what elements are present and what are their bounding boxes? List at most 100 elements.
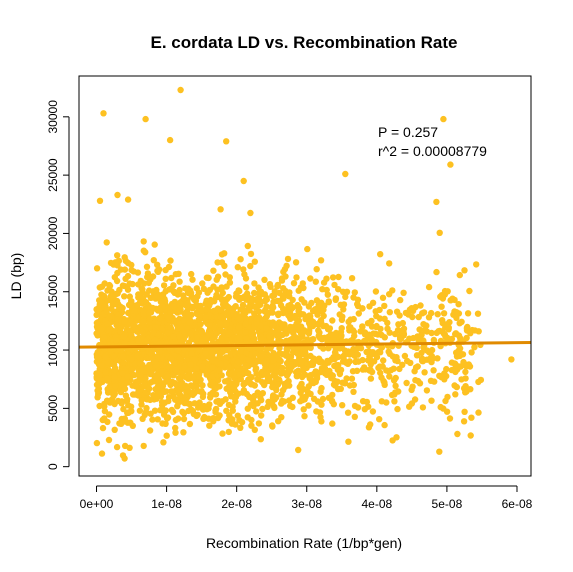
data-point — [452, 391, 459, 398]
data-point — [320, 306, 327, 314]
data-point — [147, 350, 155, 358]
data-point — [299, 373, 306, 381]
data-point — [324, 357, 331, 365]
data-point — [187, 361, 194, 368]
data-point — [139, 366, 146, 374]
data-point — [121, 340, 128, 347]
data-point — [322, 322, 330, 330]
data-point — [351, 289, 358, 296]
data-point — [200, 285, 208, 292]
data-point — [418, 349, 425, 357]
data-point — [324, 291, 331, 298]
data-point — [301, 413, 308, 420]
data-point — [146, 309, 153, 316]
data-point — [146, 385, 153, 392]
data-point — [143, 263, 151, 270]
data-point — [167, 355, 175, 362]
data-point — [217, 313, 225, 321]
data-point — [218, 285, 225, 292]
data-point — [206, 322, 213, 329]
data-point — [217, 360, 224, 367]
data-point — [225, 303, 232, 311]
data-point — [154, 390, 161, 397]
data-point — [203, 274, 211, 281]
data-point — [199, 280, 206, 287]
data-point — [428, 329, 435, 337]
data-point — [103, 397, 111, 404]
data-point — [411, 396, 419, 403]
data-point — [318, 401, 325, 408]
data-point — [234, 264, 241, 271]
data-point — [169, 388, 176, 395]
data-point — [211, 324, 218, 331]
data-point — [175, 347, 182, 354]
data-point — [140, 247, 147, 254]
data-point — [453, 309, 460, 316]
data-point — [317, 388, 324, 395]
data-point — [110, 361, 118, 368]
data-point — [295, 446, 302, 454]
data-point — [381, 302, 388, 310]
data-point — [104, 297, 111, 304]
data-point — [353, 367, 361, 374]
data-point — [300, 284, 307, 292]
data-point — [304, 245, 311, 253]
data-point — [269, 394, 277, 401]
data-point — [383, 367, 390, 374]
data-point — [279, 364, 286, 372]
data-point — [246, 376, 253, 384]
data-point — [122, 275, 129, 282]
data-point — [129, 391, 137, 398]
data-point — [189, 276, 196, 283]
data-point — [94, 349, 101, 356]
data-point — [337, 366, 345, 374]
data-point — [235, 324, 243, 331]
data-point — [94, 354, 102, 361]
data-point — [240, 266, 247, 273]
data-point — [149, 304, 156, 312]
data-point — [218, 259, 226, 266]
data-point — [227, 389, 234, 396]
data-point — [283, 380, 290, 387]
data-point — [248, 416, 255, 424]
data-point — [93, 311, 100, 319]
data-point — [305, 402, 312, 409]
data-point — [251, 280, 258, 287]
data-point — [344, 409, 352, 416]
data-point — [100, 110, 107, 117]
data-point — [239, 294, 246, 302]
data-point — [176, 333, 183, 340]
data-point — [386, 260, 393, 267]
data-point — [113, 337, 120, 344]
data-point — [139, 415, 146, 422]
data-point — [278, 370, 285, 377]
x-axis-label: Recombination Rate (1/bp*gen) — [206, 535, 402, 551]
data-point — [140, 318, 147, 325]
data-point — [252, 366, 259, 374]
data-point — [391, 330, 399, 338]
data-point — [216, 412, 223, 419]
r-squared-annotation: r^2 = 0.00008779 — [378, 143, 487, 159]
data-point — [359, 356, 366, 364]
data-point — [128, 261, 135, 269]
data-point — [133, 328, 141, 335]
data-point — [130, 268, 137, 275]
data-point — [247, 262, 254, 270]
data-point — [193, 365, 201, 372]
data-point — [229, 403, 236, 410]
data-point — [393, 434, 400, 441]
data-point — [240, 387, 248, 394]
data-point — [236, 417, 243, 424]
data-point — [166, 136, 174, 144]
data-point — [257, 436, 264, 443]
data-point — [190, 389, 197, 397]
data-point — [298, 296, 305, 303]
data-point — [187, 330, 194, 338]
data-point — [186, 367, 193, 374]
data-point — [378, 331, 385, 339]
data-point — [269, 309, 276, 316]
data-point — [280, 295, 287, 302]
data-point — [112, 382, 119, 390]
data-point — [218, 398, 226, 405]
